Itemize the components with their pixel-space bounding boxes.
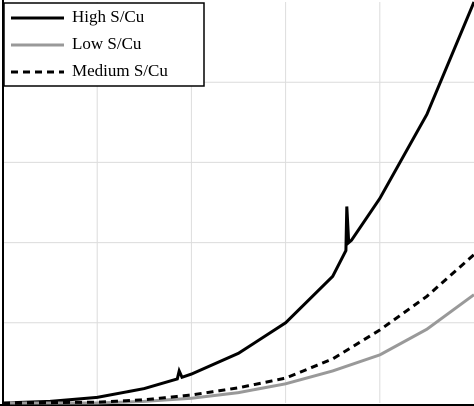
legend-label: Low S/Cu (72, 34, 142, 53)
data-line (3, 293, 474, 405)
data-line (2, 253, 474, 405)
legend-label: Medium S/Cu (72, 61, 168, 80)
legend-label: High S/Cu (72, 7, 145, 26)
